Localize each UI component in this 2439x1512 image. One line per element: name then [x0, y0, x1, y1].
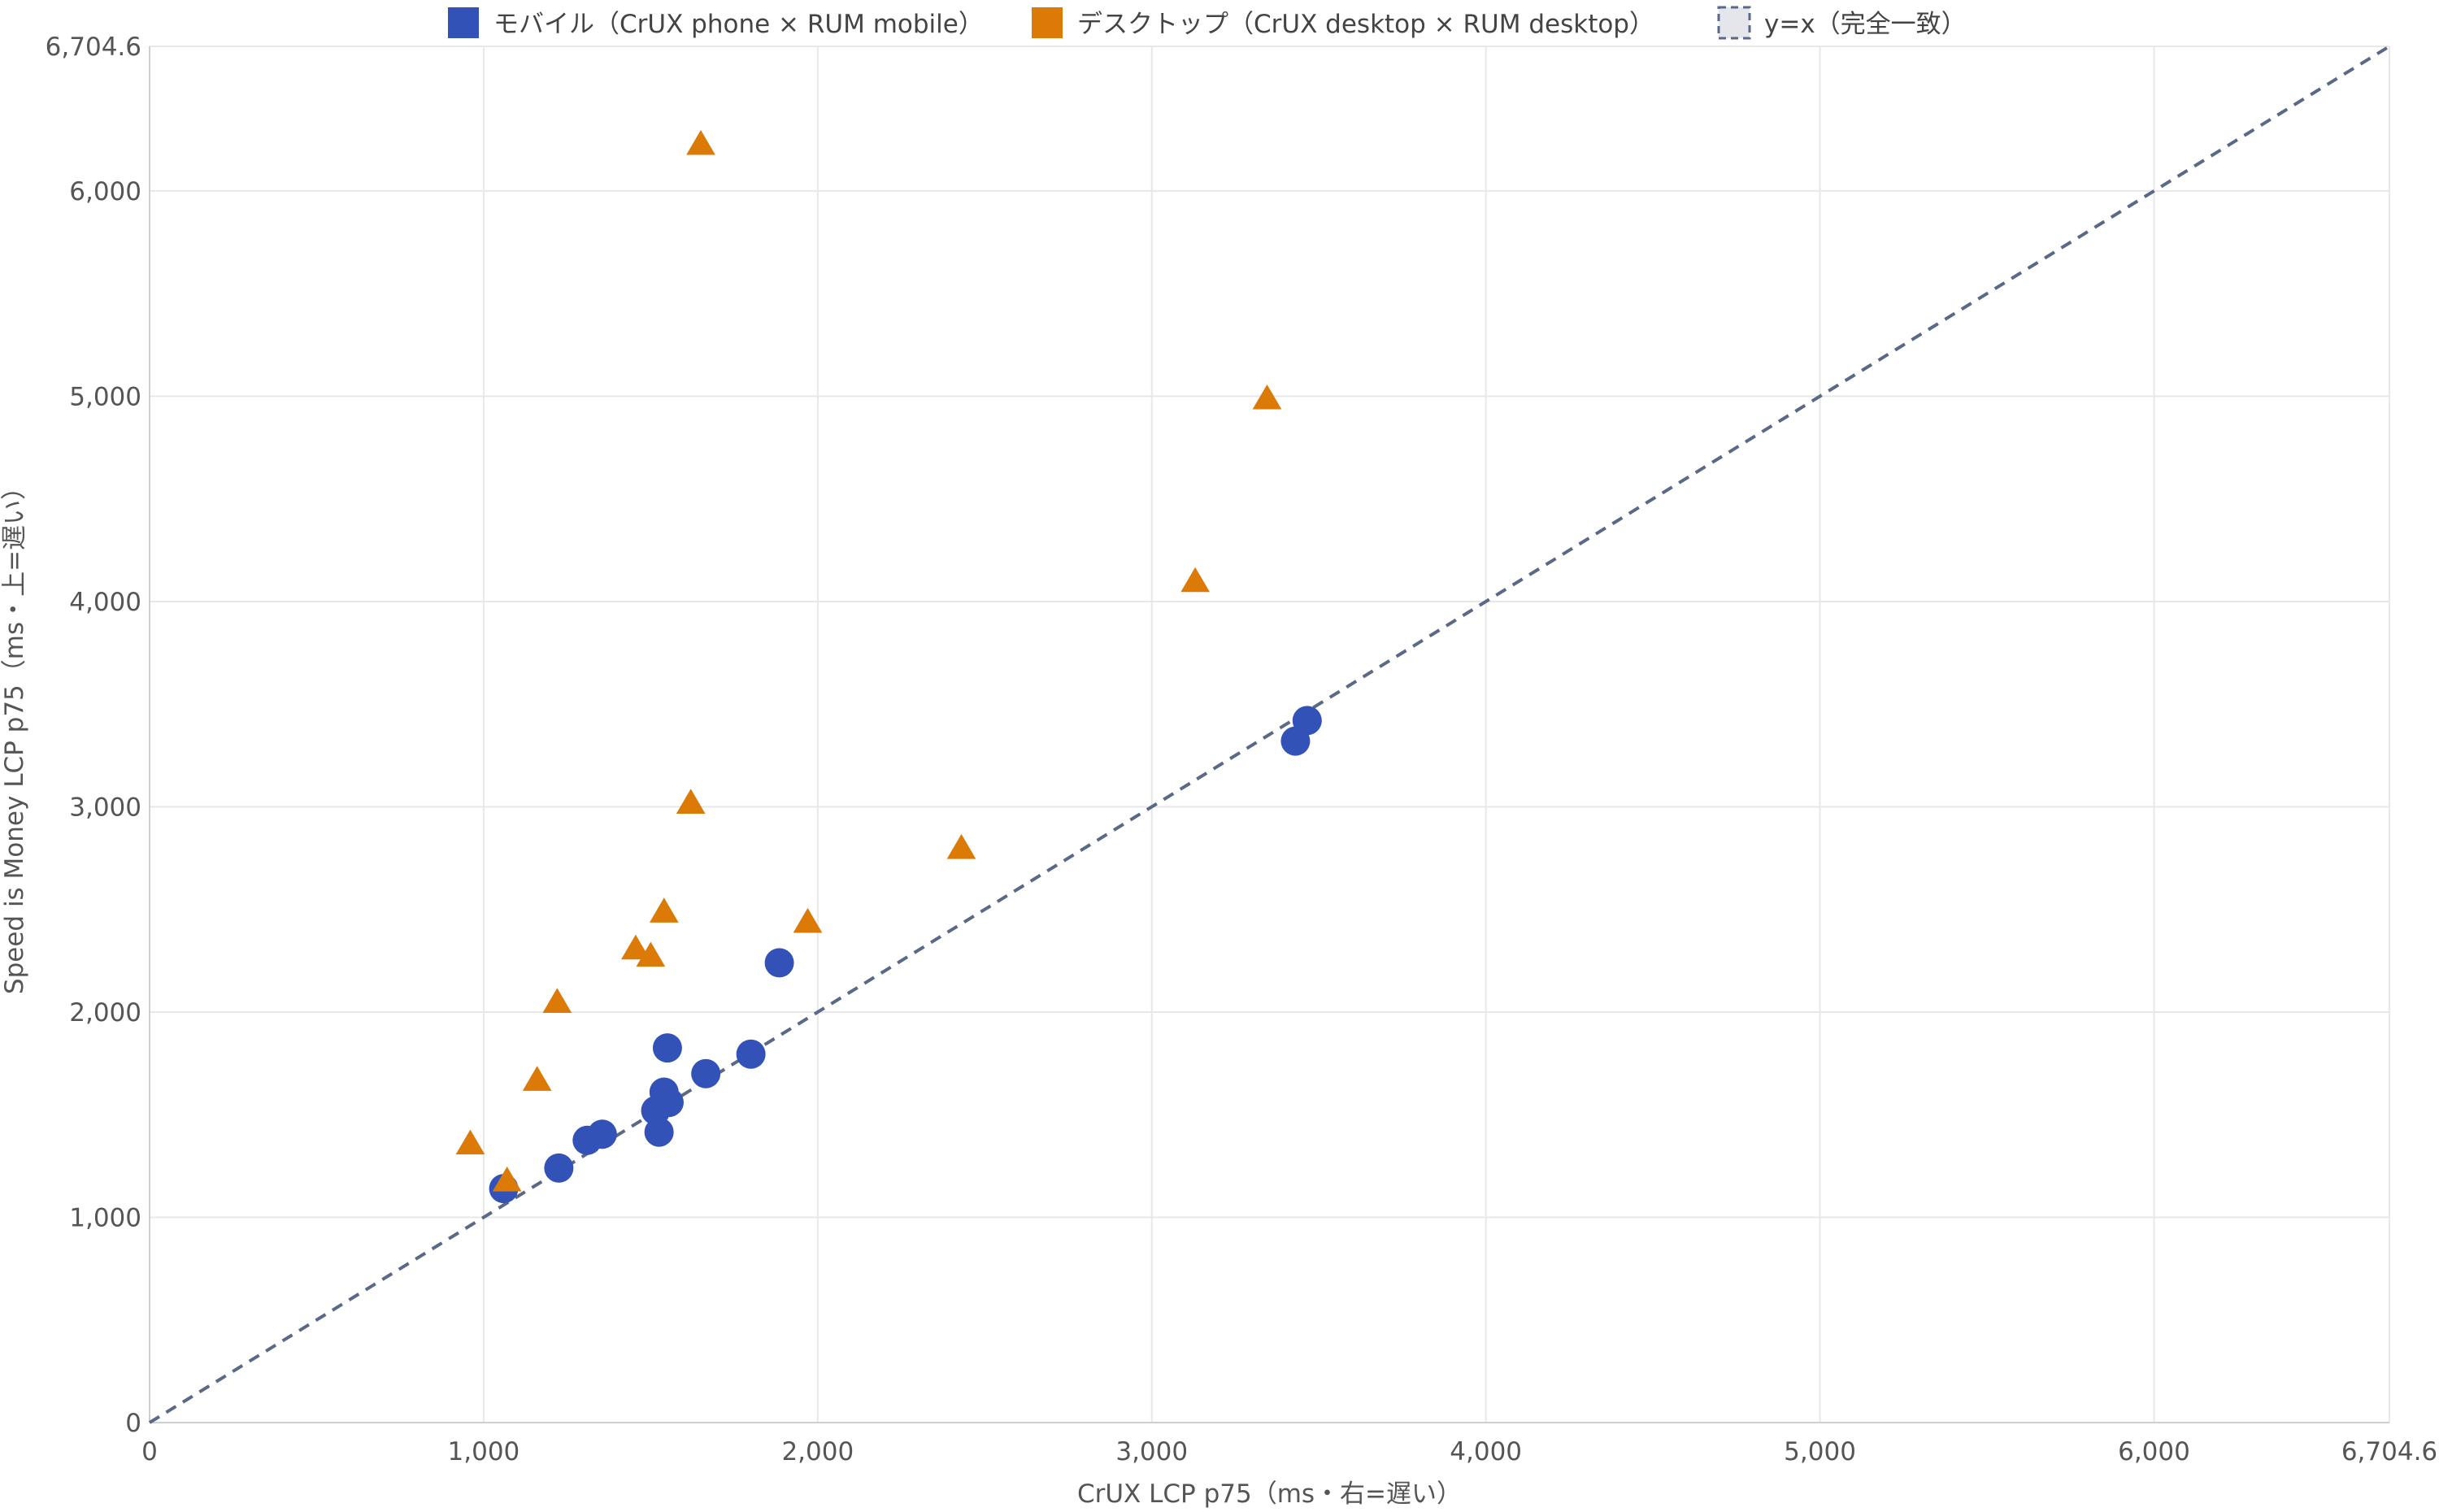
- mobile-point: [652, 1033, 682, 1063]
- legend-swatch-reference[interactable]: [1717, 6, 1751, 40]
- mobile-point: [691, 1058, 721, 1088]
- mobile-point: [1292, 706, 1322, 736]
- legend-label[interactable]: モバイル（CrUX phone × RUM mobile）: [493, 10, 984, 39]
- mobile-point: [654, 1088, 684, 1118]
- legend: モバイル（CrUX phone × RUM mobile） デスクトップ（CrUX…: [448, 6, 1967, 40]
- legend-swatch-desktop[interactable]: [1032, 7, 1063, 38]
- desktop-point: [636, 941, 666, 967]
- mobile-point: [736, 1039, 766, 1069]
- mobile-point: [544, 1153, 574, 1183]
- desktop-point: [676, 789, 706, 815]
- y-tick-label: 6,704.6: [46, 33, 141, 62]
- desktop-point: [793, 907, 823, 933]
- desktop-point: [1252, 384, 1282, 410]
- mobile-point: [764, 948, 794, 978]
- legend-label[interactable]: デスクトップ（CrUX desktop × RUM desktop）: [1077, 10, 1654, 39]
- legend-swatch-mobile[interactable]: [448, 7, 479, 38]
- mobile-point: [644, 1117, 674, 1147]
- data-points: [455, 129, 1322, 1204]
- reference-line-y-equals-x: [148, 45, 2391, 1424]
- y-tick-label: 4,000: [69, 588, 141, 617]
- x-tick-label: 4,000: [1450, 1437, 1522, 1466]
- desktop-point: [492, 1167, 522, 1192]
- y-tick-label: 5,000: [69, 382, 141, 411]
- desktop-point: [649, 897, 679, 923]
- x-tick-label: 2,000: [781, 1437, 854, 1466]
- grid: [150, 46, 2390, 1423]
- desktop-point: [621, 934, 650, 960]
- x-tick-label: 5,000: [1784, 1437, 1856, 1466]
- mobile-point: [587, 1119, 617, 1149]
- y-tick-label: 3,000: [69, 793, 141, 822]
- x-axis-title: CrUX LCP p75（ms・右=遅い）: [1077, 1479, 1462, 1509]
- x-tick-label: 3,000: [1115, 1437, 1188, 1466]
- y-axis-title: Speed is Money LCP p75（ms・上=遅い）: [0, 475, 29, 994]
- x-tick-label: 1,000: [448, 1437, 520, 1466]
- reference-line-layer: [148, 45, 2391, 1424]
- desktop-point: [522, 1066, 552, 1091]
- desktop-point: [946, 833, 976, 859]
- desktop-point: [542, 988, 572, 1013]
- legend-label[interactable]: y=x（完全一致）: [1764, 10, 1967, 39]
- x-tick-label: 0: [141, 1437, 158, 1466]
- y-tick-label: 2,000: [69, 998, 141, 1028]
- x-tick-label: 6,704.6: [2341, 1437, 2437, 1466]
- y-tick-label: 6,000: [69, 177, 141, 206]
- axes: 0 1,000 2,000 3,000 4,000 5,000 6,000 6,704.6 0 1…: [46, 33, 2437, 1466]
- desktop-point: [1180, 567, 1211, 593]
- x-tick-label: 6,000: [2118, 1437, 2190, 1466]
- y-tick-label: 0: [125, 1409, 141, 1438]
- desktop-point: [686, 129, 715, 155]
- desktop-point: [455, 1129, 485, 1155]
- y-tick-label: 1,000: [69, 1203, 141, 1232]
